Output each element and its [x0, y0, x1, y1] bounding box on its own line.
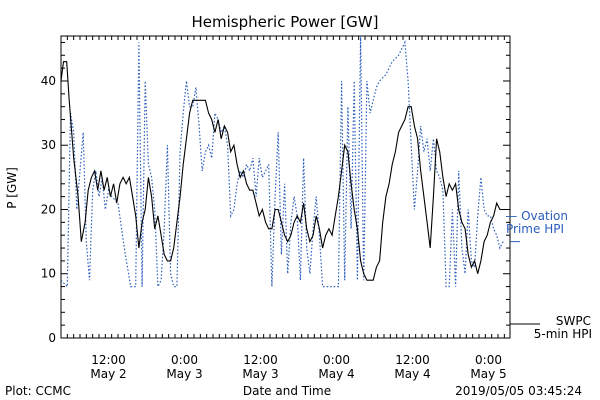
x-tick-date: May 3	[242, 367, 278, 381]
y-tick-label: 10	[41, 267, 56, 281]
x-axis-label: Date and Time	[243, 384, 331, 398]
legend: — Ovation Prime HPI SWPC 5-min HPI	[505, 209, 592, 341]
series-ovation-prime-line	[61, 36, 504, 289]
x-tick-time: 0:00	[323, 353, 350, 367]
legend-swpc-line2: 5-min HPI	[534, 327, 592, 341]
footer-credit: Plot: CCMC	[5, 384, 71, 398]
x-tick-time: 12:00	[243, 353, 278, 367]
legend-swpc-line1: SWPC	[556, 314, 591, 328]
chart-title: Hemispheric Power [GW]	[192, 13, 379, 31]
x-tick-date: May 5	[470, 367, 506, 381]
y-tick-label: 30	[41, 138, 56, 152]
y-axis-label: P [GW]	[5, 167, 19, 209]
y-tick-label: 0	[48, 331, 56, 345]
x-tick-time: 0:00	[475, 353, 502, 367]
x-tick-time: 12:00	[395, 353, 430, 367]
x-tick-date: May 4	[394, 367, 430, 381]
legend-ovation-line1: — Ovation	[505, 209, 568, 223]
legend-ovation-line2: Prime HPI	[506, 222, 564, 236]
y-tick-label: 20	[41, 202, 56, 216]
x-tick-date: May 4	[318, 367, 354, 381]
plot-frame	[60, 35, 511, 339]
y-tick-label: 40	[41, 74, 56, 88]
x-tick-time: 0:00	[171, 353, 198, 367]
x-tick-time: 12:00	[91, 353, 126, 367]
series-swpc-hpi-line	[61, 61, 504, 281]
x-tick-date: May 3	[166, 367, 202, 381]
x-tick-date: May 2	[90, 367, 126, 381]
footer-timestamp: 2019/05/05 03:45:24	[455, 384, 582, 398]
